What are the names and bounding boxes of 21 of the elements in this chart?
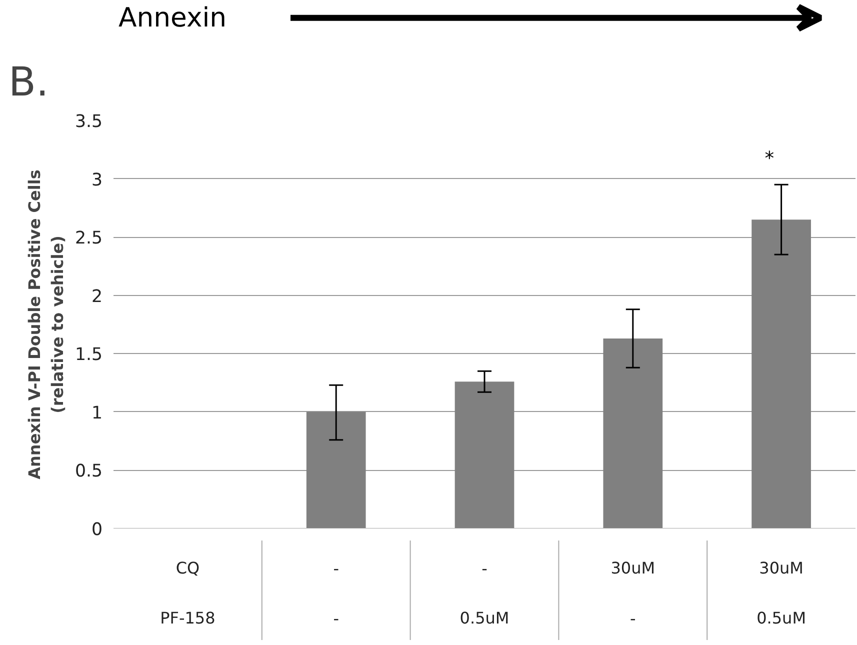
category-label: - 0.5uM — [460, 559, 510, 628]
y-tick-label: 0 — [91, 520, 103, 540]
y-tick-label: 1.5 — [74, 345, 103, 366]
bar — [306, 412, 366, 528]
bar — [454, 382, 514, 528]
y-tick-label: 1 — [91, 403, 103, 424]
y-tick-label: 2 — [91, 286, 103, 307]
bar — [752, 220, 811, 528]
category-label: 30uM 0.5uM — [756, 558, 806, 628]
y-tick-label: 3.5 — [74, 112, 103, 132]
category-label: CQ PF-158 — [160, 558, 216, 628]
y-tick-label: 0.5 — [74, 462, 103, 482]
annotation: * — [764, 148, 774, 170]
text: B. — [8, 60, 49, 106]
y-tick-label: 2.5 — [74, 228, 103, 249]
bar — [603, 338, 663, 528]
category-label: 30uM - — [610, 558, 656, 628]
text: Annexin — [118, 2, 227, 34]
y-axis-title: Annexin V-PI Double Positive Cells (relative to vehicle) — [25, 170, 67, 480]
category-label: - - — [333, 559, 339, 628]
y-tick-label: 3 — [91, 170, 103, 190]
